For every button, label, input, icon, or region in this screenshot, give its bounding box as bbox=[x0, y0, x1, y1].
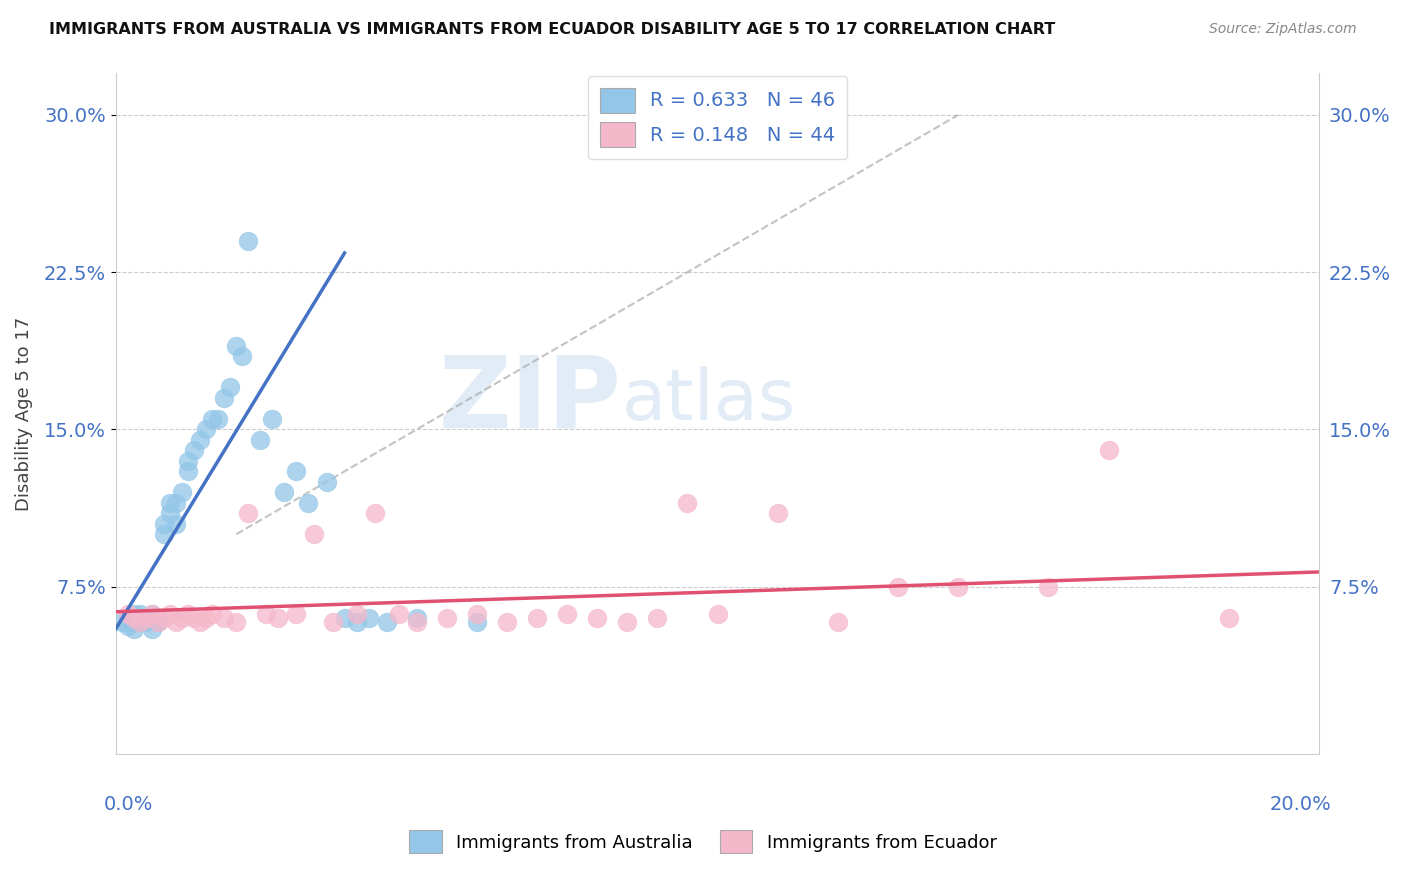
Point bbox=[146, 615, 169, 630]
Point bbox=[948, 580, 970, 594]
Point bbox=[315, 475, 337, 489]
Point bbox=[117, 619, 139, 633]
Point bbox=[122, 622, 145, 636]
Point bbox=[285, 464, 308, 478]
Point bbox=[766, 506, 789, 520]
Point bbox=[238, 234, 260, 248]
Point bbox=[254, 607, 277, 621]
Y-axis label: Disability Age 5 to 17: Disability Age 5 to 17 bbox=[15, 317, 32, 511]
Point bbox=[117, 607, 139, 621]
Point bbox=[111, 615, 134, 630]
Point bbox=[212, 611, 235, 625]
Point bbox=[159, 506, 181, 520]
Legend: Immigrants from Australia, Immigrants from Ecuador: Immigrants from Australia, Immigrants fr… bbox=[402, 823, 1004, 861]
Point bbox=[346, 615, 368, 630]
Point bbox=[195, 611, 218, 625]
Point bbox=[207, 412, 229, 426]
Point bbox=[405, 615, 427, 630]
Point bbox=[212, 391, 235, 405]
Point bbox=[195, 422, 218, 436]
Point bbox=[887, 580, 910, 594]
Point bbox=[322, 615, 344, 630]
Point bbox=[238, 506, 260, 520]
Point bbox=[647, 611, 669, 625]
Point bbox=[1097, 443, 1119, 458]
Point bbox=[141, 607, 163, 621]
Text: Source: ZipAtlas.com: Source: ZipAtlas.com bbox=[1209, 22, 1357, 37]
Point bbox=[297, 496, 319, 510]
Point bbox=[676, 496, 699, 510]
Text: 0.0%: 0.0% bbox=[104, 796, 153, 814]
Point bbox=[165, 496, 187, 510]
Point bbox=[827, 615, 849, 630]
Point bbox=[405, 611, 427, 625]
Text: atlas: atlas bbox=[621, 366, 796, 434]
Point bbox=[616, 615, 638, 630]
Text: 20.0%: 20.0% bbox=[1270, 796, 1331, 814]
Point bbox=[177, 607, 200, 621]
Point bbox=[165, 615, 187, 630]
Point bbox=[183, 611, 205, 625]
Point bbox=[146, 611, 169, 625]
Point bbox=[188, 615, 211, 630]
Point bbox=[273, 485, 295, 500]
Point bbox=[219, 380, 242, 394]
Point bbox=[706, 607, 728, 621]
Point bbox=[135, 611, 157, 625]
Point bbox=[135, 611, 157, 625]
Point bbox=[153, 527, 176, 541]
Point bbox=[159, 496, 181, 510]
Point bbox=[117, 611, 139, 625]
Point bbox=[285, 607, 308, 621]
Point bbox=[436, 611, 458, 625]
Point bbox=[177, 464, 200, 478]
Point bbox=[262, 412, 284, 426]
Point bbox=[231, 349, 253, 363]
Point bbox=[249, 433, 271, 447]
Point bbox=[188, 433, 211, 447]
Point bbox=[129, 611, 152, 625]
Point bbox=[375, 615, 398, 630]
Point bbox=[333, 611, 356, 625]
Point bbox=[159, 607, 181, 621]
Point bbox=[129, 615, 152, 630]
Point bbox=[141, 622, 163, 636]
Point bbox=[225, 615, 247, 630]
Point bbox=[496, 615, 519, 630]
Point bbox=[388, 607, 411, 621]
Point bbox=[172, 485, 194, 500]
Point bbox=[225, 338, 247, 352]
Point bbox=[1038, 580, 1060, 594]
Point bbox=[122, 611, 145, 625]
Point bbox=[141, 607, 163, 621]
Point bbox=[153, 516, 176, 531]
Text: ZIP: ZIP bbox=[439, 351, 621, 449]
Point bbox=[183, 443, 205, 458]
Point bbox=[201, 412, 224, 426]
Point bbox=[146, 615, 169, 630]
Point bbox=[122, 615, 145, 630]
Point bbox=[172, 611, 194, 625]
Point bbox=[346, 607, 368, 621]
Point bbox=[129, 615, 152, 630]
Point bbox=[555, 607, 578, 621]
Point bbox=[363, 506, 385, 520]
Point bbox=[122, 607, 145, 621]
Point bbox=[304, 527, 326, 541]
Point bbox=[201, 607, 224, 621]
Point bbox=[526, 611, 548, 625]
Point bbox=[135, 615, 157, 630]
Point bbox=[357, 611, 380, 625]
Point bbox=[267, 611, 290, 625]
Point bbox=[129, 607, 152, 621]
Point bbox=[1218, 611, 1240, 625]
Point bbox=[586, 611, 609, 625]
Point bbox=[165, 516, 187, 531]
Point bbox=[465, 607, 488, 621]
Text: IMMIGRANTS FROM AUSTRALIA VS IMMIGRANTS FROM ECUADOR DISABILITY AGE 5 TO 17 CORR: IMMIGRANTS FROM AUSTRALIA VS IMMIGRANTS … bbox=[49, 22, 1056, 37]
Point bbox=[177, 454, 200, 468]
Legend: R = 0.633   N = 46, R = 0.148   N = 44: R = 0.633 N = 46, R = 0.148 N = 44 bbox=[588, 76, 846, 159]
Point bbox=[153, 611, 176, 625]
Point bbox=[465, 615, 488, 630]
